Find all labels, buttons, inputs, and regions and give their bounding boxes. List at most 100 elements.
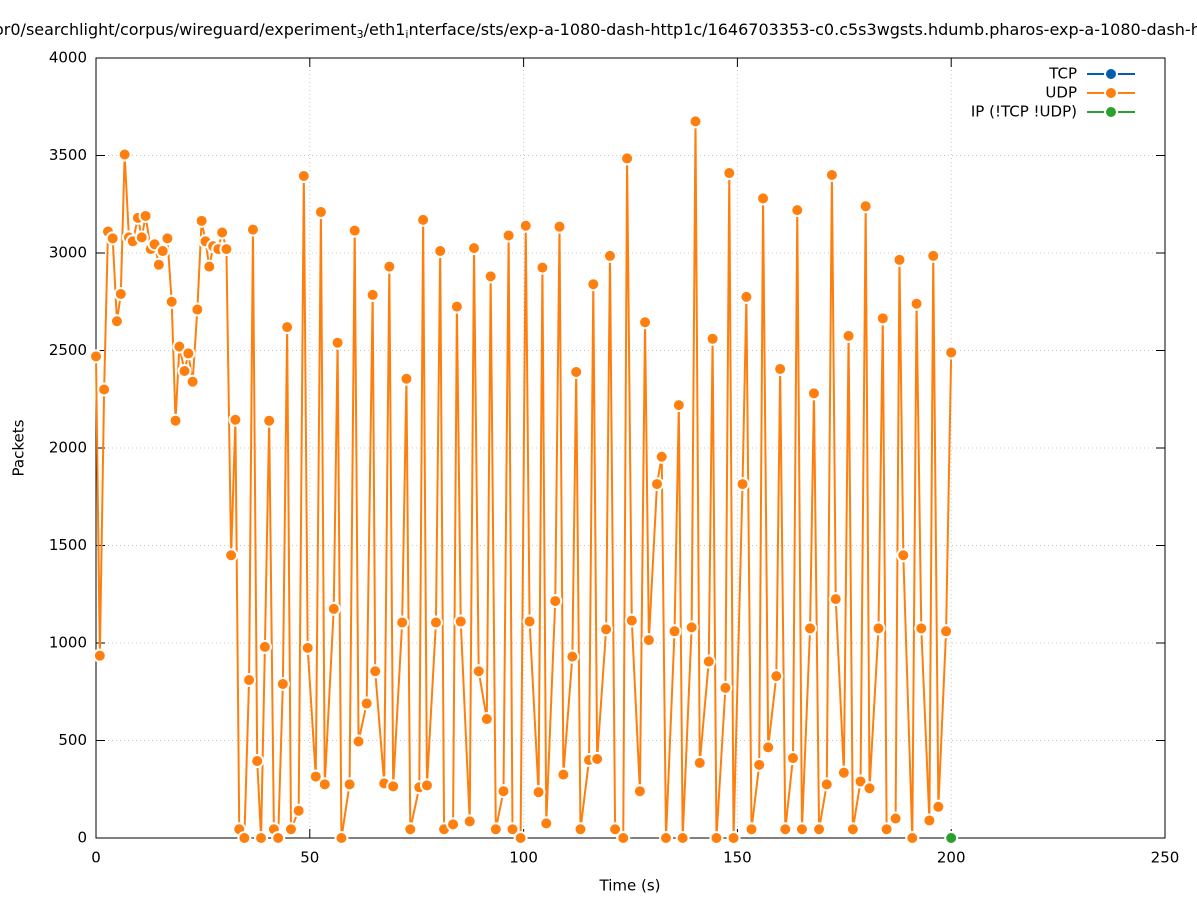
data-point xyxy=(271,831,286,844)
data-point xyxy=(177,363,192,378)
data-point xyxy=(828,592,843,607)
y-axis-label: Packets xyxy=(10,419,28,476)
data-point xyxy=(518,218,533,233)
data-point xyxy=(718,680,733,695)
data-point xyxy=(219,242,234,257)
data-point xyxy=(654,449,669,464)
title-part: nterface/sts/exp-a-1080-dash-http1c/1646… xyxy=(408,20,1197,39)
data-point xyxy=(151,257,166,272)
data-point xyxy=(692,755,707,770)
legend-marker xyxy=(1104,105,1118,119)
data-point xyxy=(548,594,563,609)
data-point xyxy=(190,302,205,317)
data-point xyxy=(675,831,690,844)
y-tick-label: 2500 xyxy=(49,341,87,359)
data-point xyxy=(334,831,349,844)
data-point xyxy=(113,286,128,301)
data-point xyxy=(896,548,911,563)
data-point xyxy=(117,147,132,162)
data-point xyxy=(386,779,401,794)
data-point xyxy=(237,831,252,844)
data-point xyxy=(317,777,332,792)
data-point xyxy=(773,362,788,377)
data-point xyxy=(275,676,290,691)
data-point xyxy=(599,622,614,637)
data-point xyxy=(347,223,362,238)
y-tick-label: 1500 xyxy=(49,536,87,554)
data-point xyxy=(761,740,776,755)
data-point xyxy=(812,822,827,837)
legend-label: TCP xyxy=(1048,65,1077,83)
data-point xyxy=(257,639,272,654)
data-point xyxy=(92,648,107,663)
y-tick-label: 1000 xyxy=(49,634,87,652)
data-point xyxy=(351,734,366,749)
title-part: /eth1 xyxy=(364,20,406,39)
data-point xyxy=(185,374,200,389)
x-tick-label: 0 xyxy=(91,849,101,867)
data-point xyxy=(280,320,295,335)
data-point xyxy=(632,784,647,799)
data-point xyxy=(403,822,418,837)
data-point xyxy=(496,784,511,799)
data-point xyxy=(909,296,924,311)
data-point xyxy=(513,831,528,844)
y-tick-label: 2000 xyxy=(49,439,87,457)
data-point xyxy=(342,777,357,792)
data-point xyxy=(300,640,315,655)
data-point xyxy=(228,412,243,427)
data-point xyxy=(769,669,784,684)
data-point xyxy=(845,822,860,837)
data-point xyxy=(853,774,868,789)
data-point xyxy=(824,168,839,182)
data-point xyxy=(565,649,580,664)
data-point xyxy=(922,813,937,828)
y-tick-label: 3500 xyxy=(49,146,87,164)
x-tick-label: 150 xyxy=(723,849,752,867)
data-point xyxy=(453,614,468,629)
y-tick-label: 3000 xyxy=(49,244,87,262)
legend-label: UDP xyxy=(1045,84,1077,102)
x-tick-label: 50 xyxy=(300,849,319,867)
data-point xyxy=(722,166,737,181)
data-point xyxy=(888,811,903,826)
x-axis-label: Time (s) xyxy=(599,877,661,895)
data-point xyxy=(105,231,120,246)
data-point xyxy=(641,633,656,648)
data-point xyxy=(756,191,771,206)
data-point xyxy=(752,757,767,772)
data-point xyxy=(624,613,639,628)
title-subscript: i xyxy=(405,28,408,41)
data-point xyxy=(313,205,328,220)
data-point xyxy=(97,382,112,397)
data-point xyxy=(138,208,153,223)
data-point xyxy=(194,213,209,228)
plot-area xyxy=(90,114,959,844)
data-point xyxy=(172,339,187,354)
data-point xyxy=(449,299,464,314)
data-point xyxy=(892,252,907,267)
data-point xyxy=(399,371,414,386)
y-tick-label: 4000 xyxy=(49,49,87,67)
data-point xyxy=(242,673,257,688)
data-point xyxy=(638,315,653,330)
data-point xyxy=(250,753,265,768)
data-point xyxy=(308,769,323,784)
plot-border xyxy=(95,57,1166,839)
data-point xyxy=(522,614,537,629)
data-point xyxy=(552,219,567,234)
data-point xyxy=(446,817,461,832)
legend-marker xyxy=(1104,86,1118,100)
data-point xyxy=(428,615,443,630)
data-point xyxy=(684,620,699,635)
data-point xyxy=(931,799,946,814)
data-point xyxy=(531,785,546,800)
data-point xyxy=(501,228,516,243)
data-point xyxy=(726,831,741,844)
data-point xyxy=(701,654,716,669)
data-point xyxy=(879,822,894,837)
data-point xyxy=(608,822,623,837)
data-point xyxy=(556,767,571,782)
data-point xyxy=(658,831,673,844)
